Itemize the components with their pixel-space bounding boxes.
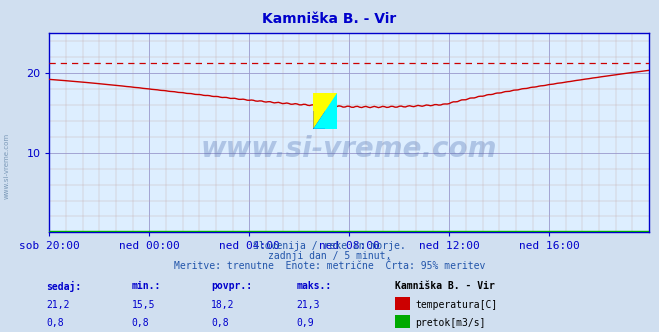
Text: Kamniška B. - Vir: Kamniška B. - Vir xyxy=(395,281,496,290)
Text: min.:: min.: xyxy=(132,281,161,290)
Text: zadnji dan / 5 minut.: zadnji dan / 5 minut. xyxy=(268,251,391,261)
Polygon shape xyxy=(313,93,337,129)
Text: 15,5: 15,5 xyxy=(132,300,156,310)
Bar xyxy=(313,93,326,111)
Polygon shape xyxy=(313,93,337,129)
Bar xyxy=(313,111,326,129)
Text: www.si-vreme.com: www.si-vreme.com xyxy=(201,135,498,163)
Text: 0,8: 0,8 xyxy=(46,318,64,328)
Text: Kamniška B. - Vir: Kamniška B. - Vir xyxy=(262,12,397,26)
Text: 0,8: 0,8 xyxy=(211,318,229,328)
Text: 21,3: 21,3 xyxy=(297,300,320,310)
Text: 0,8: 0,8 xyxy=(132,318,150,328)
Text: pretok[m3/s]: pretok[m3/s] xyxy=(415,318,486,328)
Text: 0,9: 0,9 xyxy=(297,318,314,328)
Text: 18,2: 18,2 xyxy=(211,300,235,310)
Text: Meritve: trenutne  Enote: metrične  Črta: 95% meritev: Meritve: trenutne Enote: metrične Črta: … xyxy=(174,261,485,271)
Text: Slovenija / reke in morje.: Slovenija / reke in morje. xyxy=(253,241,406,251)
Text: sedaj:: sedaj: xyxy=(46,281,81,291)
Text: temperatura[C]: temperatura[C] xyxy=(415,300,498,310)
Text: www.si-vreme.com: www.si-vreme.com xyxy=(3,133,10,199)
Text: povpr.:: povpr.: xyxy=(211,281,252,290)
Text: maks.:: maks.: xyxy=(297,281,331,290)
Text: 21,2: 21,2 xyxy=(46,300,70,310)
Bar xyxy=(326,93,337,129)
